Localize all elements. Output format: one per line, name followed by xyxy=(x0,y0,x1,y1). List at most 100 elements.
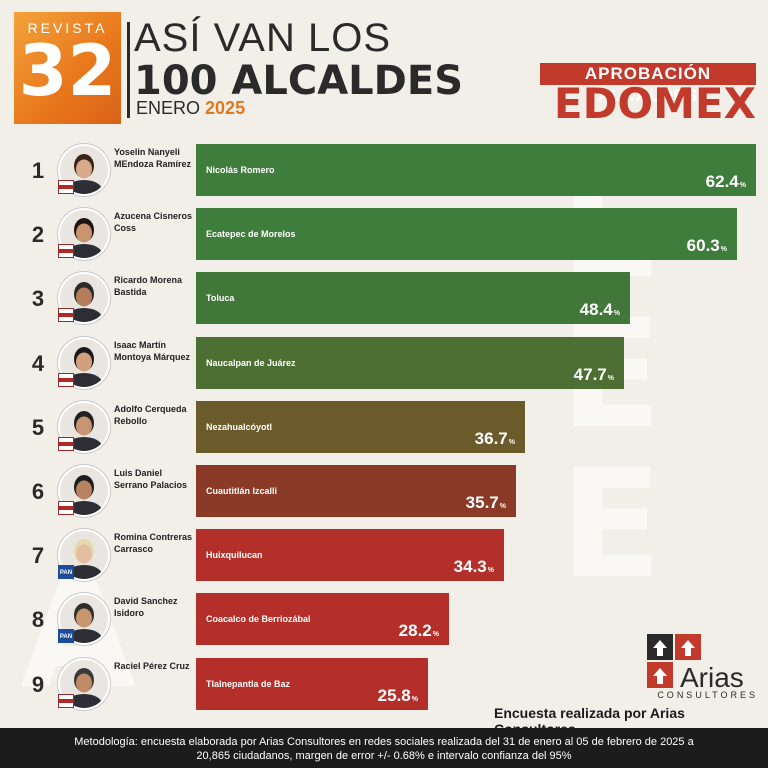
approval-value-label: 47.7% xyxy=(574,365,614,385)
percent-unit: % xyxy=(508,438,515,446)
morena-party-logo-icon xyxy=(58,501,74,515)
percent-unit: % xyxy=(607,374,614,382)
chart-row: 9 Raciel Pérez Cruz Tlalnepantla de Baz 25.… xyxy=(0,656,768,712)
chart-row: 2 Azucena Cisneros Coss Ecatepec de Morelo… xyxy=(0,206,768,262)
rank-number: 4 xyxy=(31,350,45,376)
approval-value: 47.7 xyxy=(573,364,607,384)
rank-number: 2 xyxy=(31,222,45,248)
logo-number: 32 xyxy=(18,30,117,112)
approval-value-label: 34.3% xyxy=(454,557,494,577)
methodology-line1: Metodología: encuesta elaborada por Aria… xyxy=(74,736,694,748)
approval-value-label: 36.7% xyxy=(475,429,515,449)
municipality-label: Ecatepec de Morelos xyxy=(206,229,296,240)
rank-number: 5 xyxy=(31,414,45,440)
rank-number: 7 xyxy=(31,543,45,569)
approval-value-label: 28.2% xyxy=(399,621,439,641)
title-month: ENERO xyxy=(136,98,201,118)
morena-party-logo-icon xyxy=(58,244,74,259)
morena-party-logo-icon xyxy=(58,372,74,387)
pan-party-logo-icon: PAN xyxy=(58,565,74,580)
approval-bar: Huixquilucan 34.3% xyxy=(196,529,504,582)
percent-unit: % xyxy=(613,310,620,318)
region-title: EDOMEX xyxy=(553,79,756,128)
approval-bar: Coacalco de Berriozábal 28.2% xyxy=(196,593,449,646)
mayor-name: Yoselin Nanyeli MEndoza Ramírez xyxy=(114,147,192,169)
rank-number: 9 xyxy=(31,671,45,697)
title-year: 2025 xyxy=(205,98,246,118)
approval-value: 62.4 xyxy=(705,172,739,191)
morena-party-logo-icon xyxy=(58,180,74,194)
municipality-label: Huixquilucan xyxy=(206,550,263,561)
municipality-label: Nezahualcóyotl xyxy=(206,421,273,432)
chart-row: 8 PAN David Sanchez Isidoro Coacalco de Ber… xyxy=(0,591,768,647)
header-divider xyxy=(127,22,130,118)
percent-unit: % xyxy=(487,567,494,575)
pan-party-logo-icon: PAN xyxy=(58,629,74,644)
municipality-label: Toluca xyxy=(206,293,235,304)
title-line2: 100 ALCALDES xyxy=(134,58,464,104)
approval-value-label: 48.4% xyxy=(580,300,620,320)
methodology-line2: 20,865 ciudadanos, margen de error +/- 0… xyxy=(196,750,572,762)
approval-value-label: 60.3% xyxy=(687,236,727,256)
chart-row: 3 Ricardo Morena Bastida Toluca 48.4% xyxy=(0,270,768,326)
percent-unit: % xyxy=(411,695,418,703)
chart-row: 6 Luis Daniel Serrano Palacios Cuautitlán … xyxy=(0,463,768,519)
approval-bar: Ecatepec de Morelos 60.3% xyxy=(196,208,737,261)
approval-value: 25.8 xyxy=(377,685,411,705)
chart-row: 5 Adolfo Cerqueda Rebollo Nezahualcóyotl 36… xyxy=(0,399,768,455)
approval-value: 28.2 xyxy=(398,621,432,641)
morena-party-logo-icon xyxy=(58,693,74,708)
approval-bar: Naucalpan de Juárez 47.7% xyxy=(196,336,624,389)
mayor-name: Ricardo Morena Bastida xyxy=(114,275,183,298)
logo-revista-text: REVISTA xyxy=(27,20,108,36)
mayor-name: Azucena Cisneros Coss xyxy=(114,211,193,234)
approval-tag: APROBACIÓN ALCALDES xyxy=(540,63,756,105)
mayor-photo-avatar xyxy=(58,336,110,389)
approval-bar: Tlalnepantla de Baz 25.8% xyxy=(196,657,428,710)
mayor-name: David Sanchez Isidoro xyxy=(114,596,178,619)
chart-row: 1 Yoselin Nanyeli MEndoza Ramírez Nicolás … xyxy=(0,142,768,198)
approval-bar: Nicolás Romero 62.4% xyxy=(196,144,756,196)
approval-value: 60.3 xyxy=(686,236,720,256)
mayor-name: Romina Contreras Carrasco xyxy=(114,532,193,555)
approval-value: 36.7 xyxy=(474,428,508,448)
approval-value-label: 62.4% xyxy=(706,172,746,192)
percent-unit: % xyxy=(499,503,506,510)
municipality-label: Cuautitlán Izcalli xyxy=(206,486,278,496)
chart-row: 4 Isaac Martín Montoya Márquez Naucalpan d… xyxy=(0,335,768,391)
mayor-photo-avatar xyxy=(58,272,110,325)
approval-bar: Cuautitlán Izcalli 35.7% xyxy=(196,465,516,517)
percent-unit: % xyxy=(739,182,746,189)
approval-value-label: 25.8% xyxy=(378,686,418,706)
approval-value: 34.3 xyxy=(453,557,487,577)
percent-unit: % xyxy=(720,246,727,254)
mayor-photo-avatar xyxy=(58,400,110,453)
rank-number: 8 xyxy=(31,607,45,633)
methodology-note: Metodología: encuesta elaborada por Aria… xyxy=(0,728,768,768)
approval-value: 35.7 xyxy=(465,493,499,512)
municipality-label: Tlalnepantla de Baz xyxy=(206,678,291,689)
arias-wordmark: Arias xyxy=(680,662,744,693)
mayor-name: Raciel Pérez Cruz xyxy=(114,660,190,671)
arias-subtitle: CONSULTORES xyxy=(657,690,758,700)
title-date: ENERO 2025 xyxy=(136,98,245,119)
chart-row: 7 PAN Romina Contreras Carrasco Huixquiluca… xyxy=(0,527,768,583)
municipality-label: Nicolás Romero xyxy=(206,165,275,175)
percent-unit: % xyxy=(432,631,439,639)
approval-value: 48.4 xyxy=(579,300,613,320)
morena-party-logo-icon xyxy=(58,436,74,451)
approval-bar: Toluca 48.4% xyxy=(196,272,630,325)
rank-number: 3 xyxy=(31,286,45,312)
mayor-name: Isaac Martín Montoya Márquez xyxy=(114,339,191,362)
mayor-name: Adolfo Cerqueda Rebollo xyxy=(114,403,187,426)
approval-bar: Nezahualcóyotl 36.7% xyxy=(196,400,525,453)
rank-number: 1 xyxy=(31,158,45,183)
arias-logo-icon xyxy=(647,634,701,688)
rank-number: 6 xyxy=(31,479,45,504)
municipality-label: Coacalco de Berriozábal xyxy=(206,614,311,625)
mayor-name: Luis Daniel Serrano Palacios xyxy=(114,468,188,490)
municipality-label: Naucalpan de Juárez xyxy=(206,357,296,368)
approval-value-label: 35.7% xyxy=(466,493,506,513)
revista32-logo: REVISTA 32 xyxy=(14,12,121,124)
title-line1: ASÍ VAN LOS xyxy=(134,16,392,60)
